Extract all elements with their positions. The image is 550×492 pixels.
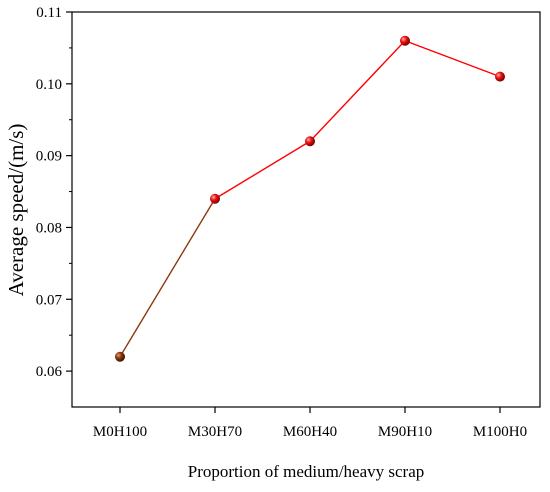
data-point [210,193,220,204]
y-axis-ticks [66,11,72,372]
data-point [115,351,125,362]
series-line [119,40,501,358]
data-point [495,71,505,82]
x-tick-label: M60H40 [283,424,337,440]
y-tick-label: 0.08 [36,220,62,236]
plot-frame [71,11,541,408]
x-tick-label: M100H0 [473,424,527,440]
series-points [115,35,505,362]
x-axis-title: Proportion of medium/heavy scrap [188,462,425,481]
y-axis-title: Average speed/(m/s) [4,124,28,297]
y-tick-label: 0.11 [36,5,62,21]
x-tick-label: M30H70 [188,424,242,440]
line-segment [404,40,501,78]
x-tick-label: M90H10 [378,424,432,440]
y-tick-label: 0.07 [36,292,63,308]
line-segment [214,140,311,200]
x-tick-label: M0H100 [93,424,147,440]
y-tick-label: 0.06 [36,364,63,380]
data-point [400,35,410,46]
x-axis-ticks [119,407,501,413]
y-tick-label: 0.10 [36,77,62,93]
y-tick-label: 0.09 [36,149,62,165]
x-axis-tick-labels: M0H100 M30H70 M60H40 M90H10 M100H0 [93,424,527,440]
y-axis-tick-labels: 0.06 0.07 0.08 0.09 0.10 0.11 [36,5,63,380]
line-segment [119,198,216,358]
data-point [305,136,315,147]
line-segment [309,40,406,142]
